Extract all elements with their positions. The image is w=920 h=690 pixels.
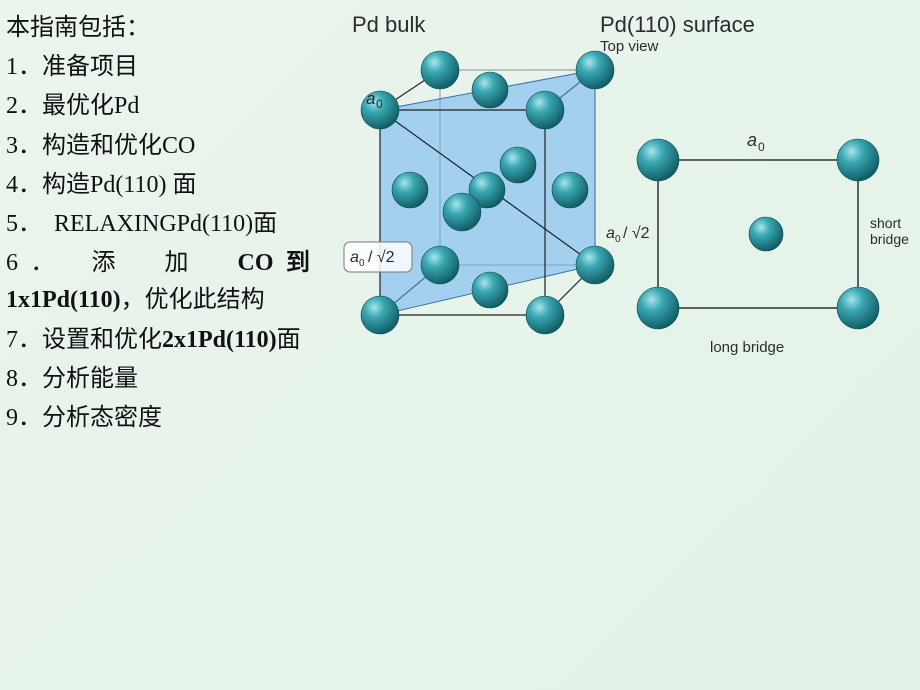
svg-text:/ √2: / √2 [623,225,650,242]
svg-text:long bridge: long bridge [710,339,784,356]
svg-text:0: 0 [615,234,621,245]
pd-surface-diagram: Pd(110) surface Top view a 0 a 0 / √2 sh… [600,0,920,420]
svg-text:a: a [747,130,757,150]
guide-item-6: 6． 添 加 CO到1x1Pd(110)，优化此结构 [6,245,310,319]
guide-item-4: 4．构造Pd(110) 面 [6,167,310,204]
svg-text:bridge: bridge [870,231,909,247]
svg-text:a: a [366,89,375,108]
svg-text:/ √2: / √2 [368,249,395,266]
surface-svg: a 0 a 0 / √2 short bridge long bridge [600,0,920,420]
pd-bulk-diagram: Pd bulk [320,0,610,420]
svg-text:0: 0 [758,140,765,154]
svg-text:a: a [606,225,615,242]
guide-text-panel: 本指南包括： 1．准备项目 2．最优化Pd 3．构造和优化CO 4．构造Pd(1… [0,0,310,439]
guide-item-7-bold: 2x1Pd(110) [162,327,277,353]
guide-item-3: 3．构造和优化CO [6,128,310,165]
guide-item-7-a: 7．设置和优化 [6,327,162,353]
guide-title: 本指南包括： [6,10,310,47]
svg-text:a: a [350,249,359,266]
guide-item-6-b: ，优化此结构 [121,287,265,313]
guide-item-1: 1．准备项目 [6,49,310,86]
guide-item-2: 2．最优化Pd [6,88,310,125]
svg-text:0: 0 [359,258,365,269]
svg-text:0: 0 [376,97,383,111]
guide-list: 1．准备项目 2．最优化Pd 3．构造和优化CO 4．构造Pd(110) 面 5… [6,49,310,437]
svg-text:short: short [870,215,901,231]
guide-item-5: 5． RELAXINGPd(110)面 [6,206,310,243]
bulk-svg: a 0 a 0 / √2 [320,0,620,420]
guide-item-7-b: 面 [277,327,301,353]
guide-item-6-a: 6． 添 加 [6,250,238,276]
